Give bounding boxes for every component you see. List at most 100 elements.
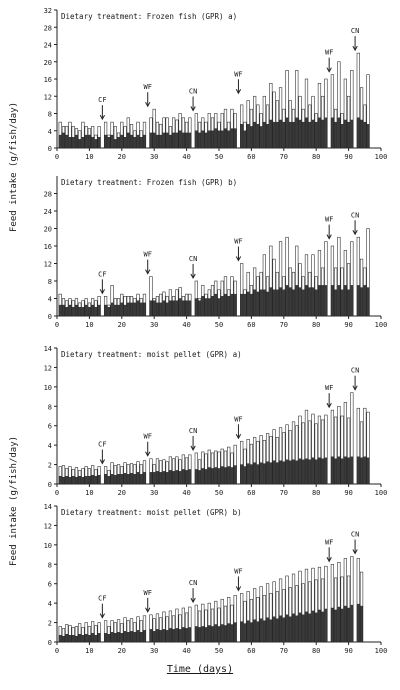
bar-lower xyxy=(58,635,62,643)
x-tick-label: 100 xyxy=(375,647,388,655)
bar-lower xyxy=(314,289,318,317)
bar-lower xyxy=(246,620,250,643)
bar-lower xyxy=(91,137,95,149)
bar-lower xyxy=(71,137,75,149)
bar-lower xyxy=(61,304,65,317)
bar-lower xyxy=(210,130,215,149)
bar-lower xyxy=(272,460,276,485)
x-tick-label: 60 xyxy=(247,321,255,329)
annotation-arrowhead xyxy=(326,402,332,409)
bar-lower xyxy=(113,475,117,485)
bar-lower xyxy=(159,472,163,485)
bar-lower xyxy=(207,298,211,317)
bar-lower xyxy=(298,458,302,485)
bar-lower xyxy=(104,134,108,149)
bar-lower xyxy=(65,307,69,317)
bar-lower xyxy=(110,134,114,149)
bar-lower xyxy=(233,293,237,317)
annotation-arrowhead xyxy=(190,445,196,451)
bar-lower xyxy=(74,134,78,149)
bar-lower xyxy=(256,124,260,149)
bar-lower xyxy=(194,298,198,317)
bar-lower xyxy=(104,633,108,643)
y-tick-label: 4 xyxy=(48,442,52,450)
bar-lower xyxy=(317,117,321,149)
bar-lower xyxy=(117,304,121,317)
bar-lower xyxy=(269,619,273,643)
bar-lower xyxy=(279,287,283,317)
bar-lower xyxy=(350,285,354,317)
x-tick-label: 0 xyxy=(55,153,59,161)
annotation-arrowhead xyxy=(99,114,105,121)
bar-lower xyxy=(262,121,266,149)
x-tick-label: 20 xyxy=(118,321,126,329)
y-tick-label: 14 xyxy=(44,503,52,511)
bar-lower xyxy=(198,300,202,317)
bar-lower xyxy=(178,471,182,485)
bar-lower xyxy=(230,467,234,485)
bar-lower xyxy=(84,134,88,149)
bar-lower xyxy=(123,473,127,485)
bar-lower xyxy=(159,134,163,149)
x-tick-label: 10 xyxy=(85,489,93,497)
bar-lower xyxy=(185,132,189,149)
bar-lower xyxy=(123,631,127,643)
y-tick-label: 0 xyxy=(48,313,52,321)
bar-lower xyxy=(198,627,202,643)
bar-lower xyxy=(65,476,69,485)
x-tick-label: 10 xyxy=(85,647,93,655)
y-tick-label: 12 xyxy=(44,522,52,530)
bar-lower xyxy=(363,121,367,149)
bar-lower xyxy=(304,285,309,317)
bar-lower xyxy=(155,629,159,643)
bar-lower xyxy=(78,307,82,317)
bar-lower xyxy=(259,462,263,485)
x-tick-label: 80 xyxy=(312,647,320,655)
bar-lower xyxy=(304,458,309,485)
bar-lower xyxy=(298,287,302,317)
bar-lower xyxy=(149,629,153,643)
bar-lower xyxy=(253,619,257,643)
bar-lower xyxy=(181,132,185,149)
bar-lower xyxy=(275,121,279,149)
bar-lower xyxy=(227,466,231,485)
bar-lower xyxy=(249,126,253,149)
x-tick-label: 30 xyxy=(150,153,158,161)
bar-lower xyxy=(330,456,334,485)
bar-lower xyxy=(58,304,62,317)
annotation-arrowhead xyxy=(190,597,196,604)
bar-lower xyxy=(152,631,156,643)
bar-lower xyxy=(240,124,244,149)
bar-lower xyxy=(81,137,85,149)
bar-lower xyxy=(97,633,101,643)
annotation-arrowhead xyxy=(352,230,358,236)
x-tick-label: 100 xyxy=(375,321,388,329)
bar-lower xyxy=(198,470,202,485)
bar-lower xyxy=(178,130,182,149)
bar-lower xyxy=(343,456,347,485)
bar-lower xyxy=(107,476,111,485)
x-tick-label: 20 xyxy=(118,647,126,655)
x-tick-label: 10 xyxy=(85,153,93,161)
bar-lower xyxy=(240,293,244,317)
bar-lower xyxy=(81,477,85,485)
annotation-label: WF xyxy=(144,433,152,441)
x-tick-label: 70 xyxy=(280,321,288,329)
bar-lower xyxy=(330,285,334,317)
bar-lower xyxy=(259,126,263,149)
x-tick-label: 80 xyxy=(312,489,320,497)
bar-lower xyxy=(91,475,95,485)
annotation-label: CN xyxy=(351,211,359,219)
bar-lower xyxy=(87,134,91,149)
bar-lower xyxy=(337,117,341,149)
bar-lower xyxy=(155,134,159,149)
bar-lower xyxy=(340,124,344,149)
bar-lower xyxy=(104,304,108,317)
bar-lower xyxy=(207,625,211,643)
bar-lower xyxy=(350,456,354,485)
annotation-label: CN xyxy=(189,88,197,96)
bar-lower xyxy=(210,468,215,485)
y-tick-label: 4 xyxy=(48,128,52,136)
